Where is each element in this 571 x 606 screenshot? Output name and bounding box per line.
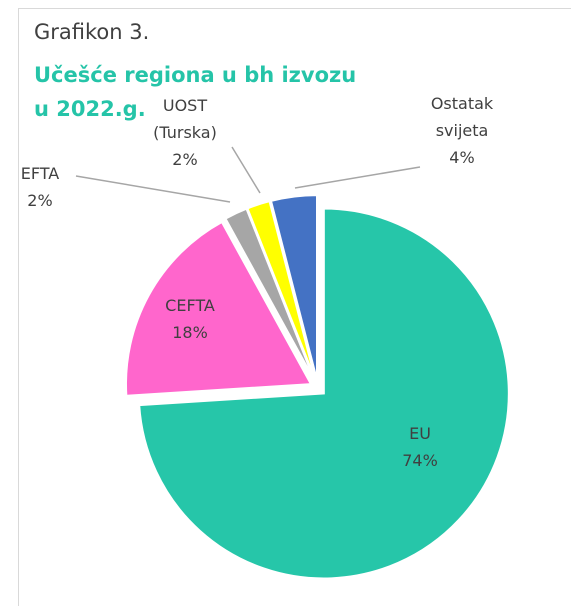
chart-title: Grafikon 3. [34,20,150,44]
category-label: CEFTA [165,296,215,315]
pie-slice [138,207,510,580]
pie-slice [246,199,317,381]
slice-label: CEFTA 18% [155,292,225,346]
slice-label: EFTA 2% [10,160,70,214]
pie-slice [224,207,316,382]
leader-line [231,146,261,194]
value-label: 4% [449,148,475,167]
frame [18,8,571,606]
pie-slice [124,220,313,397]
value-label: 74% [402,451,438,470]
category-label: EU [409,424,431,443]
category-label: UOST (Turska) [153,96,217,142]
slice-label: EU 74% [390,420,450,474]
value-label: 18% [172,323,208,342]
category-label: EFTA [20,164,60,183]
leader-line [294,166,421,189]
leader-line [75,175,231,203]
pie-slice [269,194,318,381]
chart-subtitle: Učešće regiona u bh izvozu u 2022.g. [34,63,357,121]
category-label: Ostatak svijeta [430,94,494,140]
slice-label: Ostatak svijeta 4% [422,90,502,171]
value-label: 2% [27,191,53,210]
value-label: 2% [172,150,198,169]
slice-label: UOST (Turska) 2% [140,92,230,173]
